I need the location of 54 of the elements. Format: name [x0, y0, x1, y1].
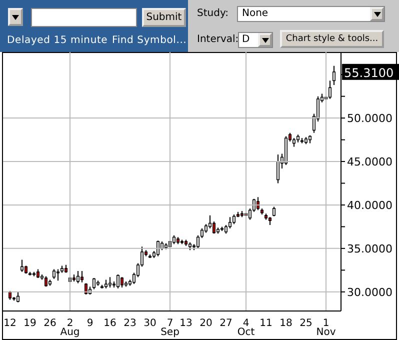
- candlestick: [272, 206, 276, 217]
- text: Interval:: [197, 34, 239, 45]
- candlestick: [76, 270, 80, 284]
- x-tick-label: 30: [144, 318, 156, 329]
- x-tick-label: 1 Nov: [316, 318, 336, 338]
- text: D: [238, 32, 273, 48]
- x-tick-label: 13: [180, 318, 192, 329]
- candlestick: [200, 228, 204, 238]
- text: Submit: [142, 8, 186, 27]
- x-tick-label: 11: [260, 318, 272, 329]
- x-tick-label: 16: [104, 318, 116, 329]
- y-tick-label: 45.0000: [347, 155, 392, 168]
- candlestick: [196, 234, 200, 249]
- x-tick-label: 25: [300, 318, 312, 329]
- text: None: [237, 6, 385, 22]
- text: Chart style & tools...: [280, 30, 384, 48]
- candlestick: [16, 291, 20, 303]
- x-tick-label: 19: [24, 318, 36, 329]
- candlestick: [80, 270, 84, 283]
- candlestick: [20, 259, 24, 272]
- x-tick-label: 20: [200, 318, 212, 329]
- candlestick: [328, 80, 332, 100]
- candlestick: [156, 240, 160, 257]
- text: Study:: [197, 8, 229, 19]
- x-tick-label: 7 Sep: [160, 318, 180, 338]
- x-tick-label: 26: [44, 318, 56, 329]
- candlestick: [228, 216, 232, 229]
- text: Find Symbol...: [112, 35, 187, 46]
- y-tick-label: 35.0000: [347, 242, 392, 256]
- candlestick: [52, 268, 56, 280]
- candlestick: [212, 220, 216, 234]
- candlestick: [56, 268, 60, 282]
- candlestick: [120, 276, 124, 288]
- candlestick: [108, 276, 112, 288]
- y-tick-label: 50.0000: [347, 112, 392, 125]
- text: 55.3100: [344, 66, 394, 80]
- y-tick-label: 30.0000: [347, 286, 392, 299]
- y-tick-label: 40.0000: [347, 198, 392, 212]
- text: Delayed 15 minute: [7, 35, 108, 46]
- x-tick-label: 18: [280, 318, 292, 329]
- candlestick: [256, 196, 260, 211]
- x-tick-label: 23: [124, 318, 136, 329]
- candlestick: [116, 274, 120, 289]
- candlestick: [332, 65, 336, 86]
- candlestick: [92, 277, 96, 290]
- candlestick: [276, 154, 280, 184]
- x-tick-label: 4 Oct: [237, 318, 255, 338]
- candlestick: [44, 276, 48, 288]
- x-tick-label: 9: [86, 318, 94, 329]
- candlestick: [232, 214, 236, 225]
- x-tick-label: 2 Aug: [60, 318, 80, 338]
- x-tick-label: 12: [4, 318, 16, 329]
- candlestick: [208, 214, 212, 229]
- x-tick-label: 27: [220, 318, 232, 329]
